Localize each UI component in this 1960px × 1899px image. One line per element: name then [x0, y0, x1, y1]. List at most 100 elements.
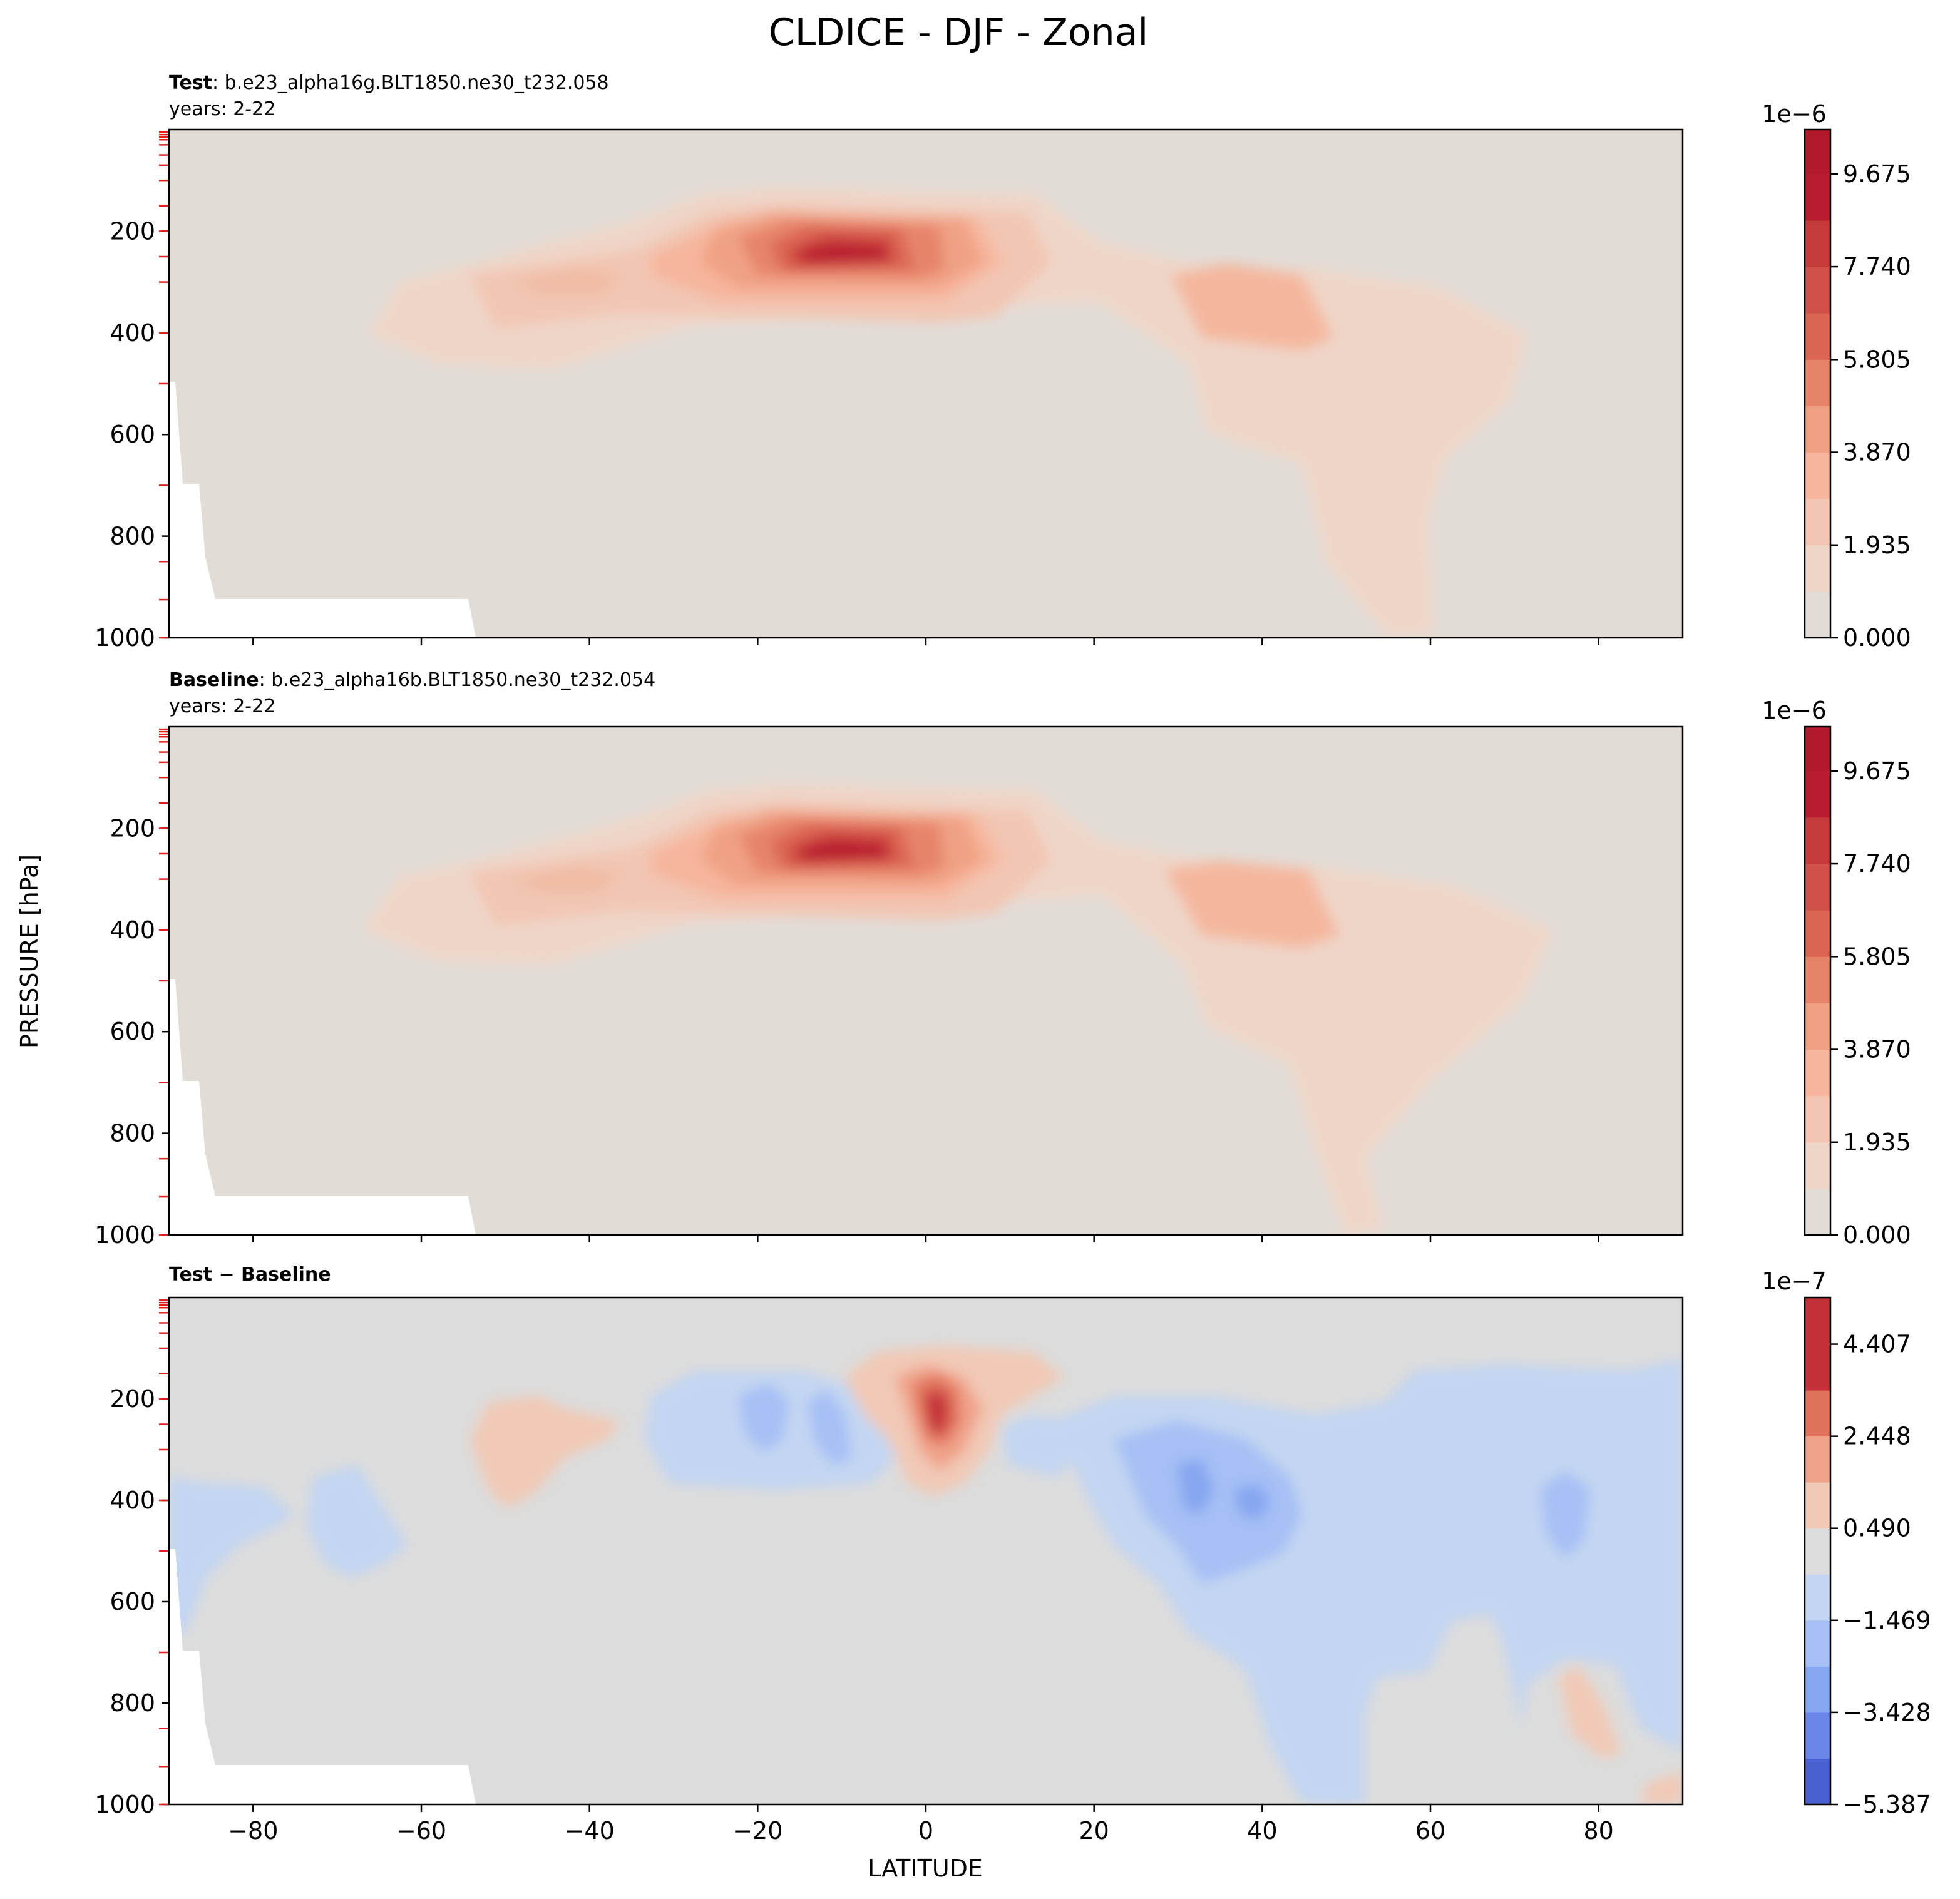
colorbar-tick-label: 2.448	[1843, 1423, 1911, 1450]
panel-baseline-level-8	[801, 841, 886, 861]
colorbar-segment	[1805, 313, 1830, 360]
colorbar-segment	[1805, 1298, 1830, 1345]
panel-diff-neg-2d	[1540, 1471, 1590, 1559]
colorbar-segment	[1805, 817, 1830, 864]
panel-diff-neg-3b	[1233, 1483, 1271, 1521]
x-axis-label: LATITUDE	[868, 1855, 983, 1882]
colorbar-segment	[1805, 1344, 1830, 1391]
panel-diff-pos-1a	[469, 1396, 620, 1508]
y-tick-label: 400	[110, 319, 155, 347]
colorbar-tick-label: 0.000	[1843, 624, 1911, 652]
colorbar-frame	[1804, 1296, 1832, 1806]
colorbar-segment	[1805, 220, 1830, 267]
panel-diff-colorbar: −5.387 −3.428 −1.469 0.490 2.448 4.407	[1804, 1296, 1931, 1818]
panel-test-subtitle: years: 2-22	[169, 98, 275, 120]
colorbar-segment	[1805, 1758, 1830, 1805]
colorbar-tick-label: 0.490	[1843, 1515, 1911, 1542]
colorbar-segment	[1805, 267, 1830, 314]
colorbar-segment	[1805, 1003, 1830, 1050]
panel-baseline-x-ticks	[252, 1235, 1599, 1242]
colorbar-segment	[1805, 1142, 1830, 1189]
colorbar-segment	[1805, 545, 1830, 592]
panel-diff-neg-1a	[169, 1477, 294, 1640]
colorbar-tick-label: 1.935	[1843, 531, 1911, 559]
panel-test-level-8	[801, 244, 886, 263]
y-tick-label: 200	[110, 814, 155, 842]
colorbar-segment	[1805, 1620, 1830, 1667]
panel-baseline-missing-region	[169, 979, 476, 1235]
panel-baseline-label-bold: Baseline	[169, 669, 259, 691]
colorbar-segment	[1805, 1390, 1830, 1437]
y-axis-label: PRESSURE [hPa]	[16, 854, 43, 1048]
panel-test-label-rest: : b.e23_alpha16g.BLT1850.ne30_t232.058	[212, 72, 609, 94]
panel-diff-neg-2b	[808, 1390, 851, 1465]
panel-diff-level-markers	[159, 1299, 168, 1806]
panel-diff-contours	[169, 1346, 1683, 1804]
panel-test-level-markers	[159, 131, 168, 639]
colorbar-segment	[1805, 864, 1830, 911]
colorbar-segment	[1805, 1188, 1830, 1236]
panel-diff-neg-2a	[739, 1383, 789, 1452]
x-tick-label: 80	[1583, 1817, 1613, 1845]
colorbar-segment	[1805, 1712, 1830, 1759]
panel-diff-x-ticks: −80 −60 −40 −20 0 20 40 60 80	[228, 1804, 1614, 1845]
panel-diff-pos-4	[925, 1390, 948, 1435]
colorbar-tick-label: 5.805	[1843, 943, 1911, 970]
figure-title: CLDICE - DJF - Zonal	[769, 11, 1148, 54]
colorbar-segment	[1805, 910, 1830, 957]
panel-test-colorbar: 0.000 1.935 3.870 5.805 7.740 9.675	[1804, 128, 1911, 652]
y-tick-label: 1000	[95, 1221, 155, 1249]
y-tick-label: 400	[110, 1487, 155, 1514]
y-tick-label: 1000	[95, 624, 155, 652]
y-tick-label: 400	[110, 916, 155, 944]
colorbar-tick-label: 1.935	[1843, 1129, 1911, 1156]
colorbar-frame	[1804, 128, 1832, 639]
panel-test-x-ticks	[252, 638, 1599, 645]
panel-test-label: Test: b.e23_alpha16g.BLT1850.ne30_t232.0…	[169, 72, 609, 94]
y-tick-label: 600	[110, 1588, 155, 1615]
colorbar-segment	[1805, 591, 1830, 638]
panel-baseline-label-rest: : b.e23_alpha16b.BLT1850.ne30_t232.054	[259, 669, 656, 691]
panel-test-level-3b	[1171, 263, 1333, 351]
panel-test: Test: b.e23_alpha16g.BLT1850.ne30_t232.0…	[95, 72, 1911, 652]
panel-diff-missing-region	[169, 1549, 476, 1804]
panel-diff-label: Test − Baseline	[169, 1264, 331, 1286]
panel-diff-pos-1c	[1559, 1665, 1621, 1759]
colorbar-segment	[1805, 1528, 1830, 1575]
colorbar-tick-label: 5.805	[1843, 346, 1911, 373]
colorbar-segment	[1805, 1095, 1830, 1143]
panel-baseline-field	[169, 727, 1683, 1235]
panel-baseline-y-ticks: 200 400 600 800 1000	[95, 814, 169, 1249]
y-tick-label: 200	[110, 1385, 155, 1413]
x-tick-label: 0	[918, 1817, 933, 1845]
panel-diff-y-ticks: 200 400 600 800 1000	[95, 1385, 169, 1818]
panel-diff-neg-3a	[1177, 1458, 1214, 1515]
colorbar-tick-label: 7.740	[1843, 850, 1911, 878]
panel-test-colorbar-offset: 1e−6	[1762, 100, 1827, 128]
panel-baseline-colorbar-offset: 1e−6	[1762, 697, 1827, 724]
colorbar-segment	[1805, 1666, 1830, 1713]
colorbar-segment	[1805, 452, 1830, 499]
y-tick-label: 1000	[95, 1791, 155, 1818]
colorbar-segment	[1805, 1049, 1830, 1097]
panel-baseline: Baseline: b.e23_alpha16b.BLT1850.ne30_t2…	[95, 669, 1911, 1249]
colorbar-tick-label: 9.675	[1843, 757, 1911, 785]
y-tick-label: 600	[110, 421, 155, 448]
colorbar-segment	[1805, 1482, 1830, 1529]
panel-baseline-level-markers	[159, 728, 168, 1236]
colorbar-tick-label: 4.407	[1843, 1331, 1911, 1358]
colorbar-tick-label: 3.870	[1843, 439, 1911, 466]
panel-baseline-colorbar: 0.000 1.935 3.870 5.805 7.740 9.675	[1804, 725, 1911, 1249]
colorbar-segment	[1805, 498, 1830, 546]
colorbar-frame	[1804, 725, 1832, 1236]
panel-diff-neg-1b	[307, 1465, 407, 1577]
colorbar-tick-label: 3.870	[1843, 1036, 1911, 1063]
panel-baseline-subtitle: years: 2-22	[169, 695, 275, 717]
panel-diff-field	[169, 1298, 1683, 1804]
colorbar-segment	[1805, 130, 1830, 175]
colorbar-segment	[1805, 727, 1830, 772]
colorbar-segment	[1805, 770, 1830, 818]
panel-diff-colorbar-offset: 1e−7	[1762, 1267, 1827, 1295]
colorbar-tick-label: −5.387	[1843, 1791, 1931, 1818]
